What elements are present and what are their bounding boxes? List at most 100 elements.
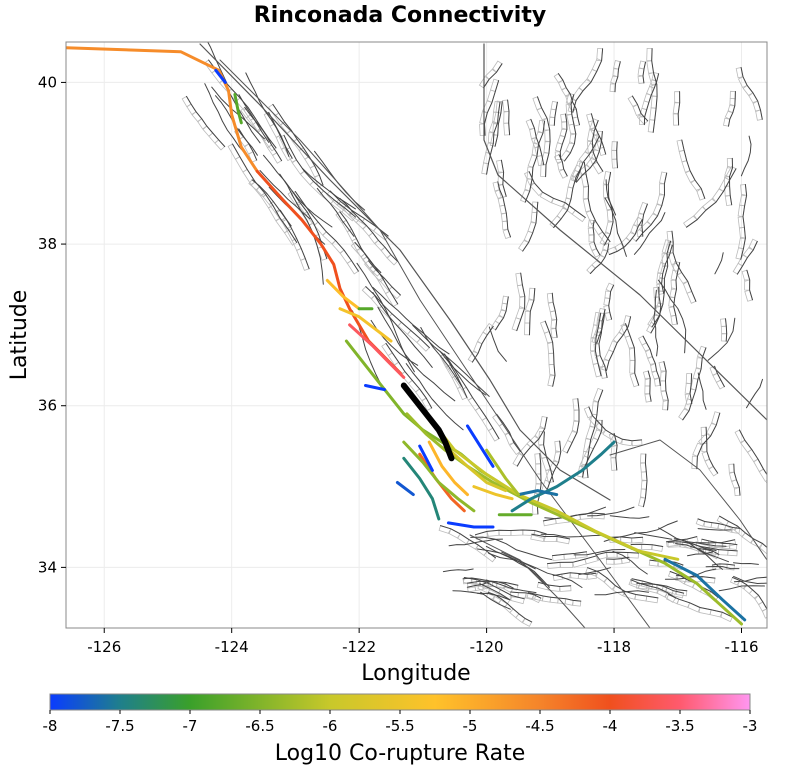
background-fault <box>524 120 546 203</box>
background-fault <box>516 416 548 467</box>
background-fault <box>480 591 511 610</box>
background-fault <box>204 83 247 155</box>
background-fault <box>365 286 430 349</box>
background-fault <box>211 86 265 140</box>
background-fault <box>186 95 226 147</box>
x-tick-label: -124 <box>215 638 249 656</box>
background-fault <box>736 240 758 275</box>
co-rupture-fault <box>402 440 476 513</box>
co-rupture-fault <box>348 323 406 379</box>
background-fault <box>642 335 661 386</box>
colorbar-bar <box>49 693 751 711</box>
background-fault <box>740 67 763 120</box>
background-fault <box>608 219 643 255</box>
background-fault <box>486 101 501 175</box>
background-fault <box>445 355 500 440</box>
background-fault <box>552 551 587 557</box>
background-fault <box>551 292 558 338</box>
co-rupture-fault <box>663 557 747 622</box>
co-rupture-fault <box>325 278 361 311</box>
background-fault <box>544 320 556 387</box>
background-fault <box>479 583 511 601</box>
background-fault <box>609 536 644 539</box>
x-axis-ticks: -126 -124 -122 -120 -118 -116 <box>87 628 759 656</box>
background-fault <box>728 91 736 127</box>
background-fault <box>603 520 678 542</box>
background-fault <box>557 73 580 126</box>
co-rupture-fault <box>214 68 227 84</box>
co-rupture-fault <box>402 456 441 521</box>
background-fault <box>668 594 733 618</box>
colorbar-tick-label: -6 <box>323 717 338 735</box>
colorbar-tick-label: -6.5 <box>245 717 274 735</box>
background-fault <box>705 426 719 474</box>
background-fault <box>385 342 433 409</box>
co-rupture-fault <box>517 489 559 497</box>
background-fault <box>591 120 604 172</box>
background-fault <box>642 61 646 84</box>
background-fault <box>316 187 355 237</box>
background-fault <box>528 171 586 218</box>
colorbar-tick-label: -3 <box>743 717 758 735</box>
background-fault <box>485 579 537 594</box>
background-fault <box>613 433 618 471</box>
background-fault <box>494 101 503 147</box>
background-fault <box>725 318 728 342</box>
background-fault <box>530 118 545 166</box>
background-fault <box>229 93 261 144</box>
background-fault <box>705 566 740 570</box>
background-fault <box>547 555 598 565</box>
background-fault <box>529 288 536 336</box>
colored-faults <box>66 46 747 626</box>
background-fault <box>609 515 650 519</box>
chart-title: Rinconada Connectivity <box>254 3 546 28</box>
background-fault <box>372 292 433 368</box>
background-fault <box>733 576 767 583</box>
background-fault <box>682 347 707 421</box>
x-tick-label: -120 <box>470 638 504 656</box>
background-fault <box>507 99 511 136</box>
background-fault <box>516 272 526 332</box>
background-fault <box>283 134 356 218</box>
background-fault <box>630 543 664 547</box>
fault-section-box <box>758 542 767 555</box>
colorbar-ticks: -8 -7.5 -7 -6.5 -6 -5.5 -5 -4.5 -4 -3.5 -3 <box>43 710 758 735</box>
background-fault <box>687 551 713 557</box>
background-fault <box>564 94 577 162</box>
background-fault <box>573 549 626 556</box>
background-fault <box>604 171 614 246</box>
background-fault <box>590 113 607 155</box>
background-fault <box>510 591 542 599</box>
background-fault <box>578 567 611 575</box>
background-fault <box>598 309 608 378</box>
target-fault-trace <box>400 382 455 462</box>
co-rupture-fault <box>485 448 520 497</box>
background-fault <box>663 361 669 411</box>
background-fault <box>475 529 547 536</box>
colorbar-tick-label: -3.5 <box>665 717 694 735</box>
background-fault <box>207 42 228 84</box>
background-fault <box>604 197 627 257</box>
background-fault <box>483 43 767 421</box>
background-fault <box>542 512 605 522</box>
background-fault <box>608 284 615 320</box>
map-plot-area <box>65 41 768 629</box>
background-fault <box>733 562 759 565</box>
background-fault <box>592 220 601 256</box>
co-rupture-fault <box>364 384 387 392</box>
background-fault <box>697 518 741 529</box>
background-fault <box>698 548 720 555</box>
background-fault <box>661 244 673 294</box>
y-axis-label: Latitude <box>7 290 32 381</box>
colorbar-tick-label: -7.5 <box>105 717 134 735</box>
background-fault <box>263 154 333 228</box>
background-fault <box>642 453 648 508</box>
background-fault <box>633 212 666 255</box>
background-fault <box>488 326 507 362</box>
background-fault <box>631 578 685 594</box>
background-fault <box>677 91 681 126</box>
co-rupture-fault <box>66 46 259 173</box>
background-fault <box>566 398 580 454</box>
background-fault <box>594 590 649 596</box>
fault-section-box <box>758 468 767 483</box>
